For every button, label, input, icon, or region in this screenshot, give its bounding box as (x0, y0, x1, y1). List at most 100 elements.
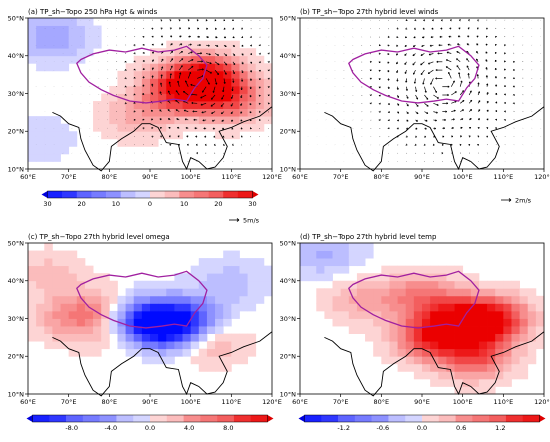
wind-arrow-head (462, 90, 465, 93)
wind-arrow-head (477, 144, 480, 147)
field-cell (125, 318, 135, 327)
field-cell (190, 108, 200, 117)
field-cell (247, 288, 257, 297)
wind-arrow-head (183, 109, 186, 112)
wind-arrow-head (207, 44, 210, 47)
colorbar-segment (91, 191, 107, 198)
field-cell (190, 85, 200, 94)
colorbar: 30 20 10 0 10 20 30 (41, 190, 259, 208)
field-cell (487, 326, 496, 334)
wind-arrow (178, 65, 183, 71)
wind-arrow-head (470, 99, 473, 102)
field-cell (117, 123, 126, 132)
wind-arrow-head (486, 118, 489, 121)
wind-arrow-head (412, 72, 415, 75)
field-cell (215, 303, 224, 312)
field-cell (365, 288, 374, 297)
field-cell (223, 250, 232, 259)
field-cell (255, 85, 265, 94)
field-cell (93, 123, 102, 132)
field-cell (316, 295, 325, 304)
wind-arrow-head (249, 79, 253, 81)
wind-arrow-head (494, 67, 497, 70)
wind-arrow-head (444, 118, 446, 121)
wind-arrow-head (405, 143, 408, 146)
field-cell (365, 333, 374, 342)
field-cell (190, 55, 200, 64)
x-tick-label: 90°E (414, 398, 430, 406)
panel-b: (b) TP_sh−Topo 27th hybrid level winds60… (280, 8, 550, 204)
field-cell (215, 288, 224, 297)
field-cell (348, 243, 358, 251)
field-cell (340, 303, 350, 312)
coastline (324, 331, 545, 397)
wind-arrow-head (456, 51, 459, 54)
field-cell (206, 78, 216, 87)
field-cell (125, 341, 135, 350)
field-cell (348, 310, 358, 319)
wind-arrow-head (249, 35, 252, 38)
wind-arrow-head (230, 97, 233, 99)
wind-arrow-head (211, 111, 214, 114)
wind-arrow-head (437, 52, 440, 55)
wind-arrow (446, 51, 452, 54)
colorbar-segment (338, 415, 356, 422)
wind-arrow-head (142, 118, 145, 121)
x-tick-label: 80°E (374, 398, 390, 406)
field-cell (158, 326, 167, 334)
wind-arrow-head (161, 66, 164, 69)
wind-arrow-head (443, 127, 445, 130)
wind-arrow-head (416, 104, 419, 107)
field-cell (84, 333, 94, 342)
field-cell (117, 333, 126, 342)
field-cell (462, 318, 472, 327)
field-cell (28, 265, 37, 274)
coastline (52, 106, 273, 172)
field-cell (206, 48, 216, 57)
field-cell (215, 326, 224, 334)
field-cell (413, 273, 423, 282)
field-cell (239, 303, 248, 312)
field-cell (503, 288, 512, 297)
field-cell (174, 348, 183, 357)
colorbar-segment (166, 415, 184, 422)
field-cell (470, 288, 480, 297)
field-cell (470, 318, 480, 327)
field-cell (84, 18, 94, 26)
field-cell (52, 48, 61, 57)
wind-arrow (223, 69, 227, 75)
field-cell (166, 93, 175, 102)
wind-arrow (456, 65, 461, 71)
wind-arrow-head (503, 85, 507, 87)
wind-arrow-head (222, 90, 225, 93)
field-cell (438, 378, 447, 387)
field-cell (215, 108, 224, 117)
wind-arrow (214, 69, 219, 75)
field-cell (133, 55, 143, 64)
colorbar-segment (193, 191, 209, 198)
field-cell (182, 63, 192, 72)
field-cell (503, 341, 512, 350)
field-cell (454, 318, 464, 327)
wind-arrow-head (198, 35, 200, 38)
field-cell (117, 326, 126, 334)
field-cell (36, 273, 45, 282)
wind-arrow (197, 68, 204, 71)
field-cell (511, 310, 520, 319)
field-cell (503, 280, 512, 289)
wind-arrow-head (424, 127, 427, 130)
wind-arrow-head (159, 82, 163, 85)
wind-arrow-head (460, 80, 463, 83)
field-cell (182, 288, 192, 297)
x-tick-label: 60°E (292, 173, 308, 181)
field-cell (503, 371, 512, 380)
wind-arrow-head (426, 112, 429, 114)
field-cell (446, 295, 455, 304)
wind-arrow-head (478, 100, 481, 103)
field-cell (44, 295, 53, 304)
wind-arrow-head (466, 58, 469, 61)
reference-vector-label: 2m/s (515, 196, 532, 204)
field-cell (389, 318, 398, 327)
wind-arrow-head (485, 75, 488, 78)
field-cell (76, 288, 86, 297)
